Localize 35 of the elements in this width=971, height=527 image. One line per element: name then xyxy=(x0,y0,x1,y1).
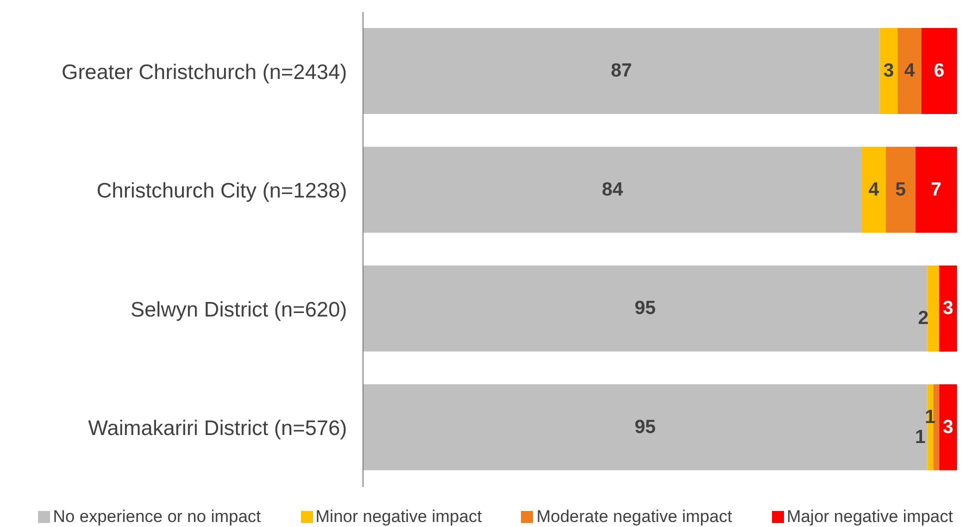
bar xyxy=(933,384,940,470)
bar xyxy=(939,384,957,470)
bar xyxy=(915,146,957,233)
data-label: 87 xyxy=(610,60,632,82)
y-tick-label: Christchurch City (n=1238) xyxy=(96,180,347,203)
bar xyxy=(363,146,862,233)
data-label: 3 xyxy=(942,416,954,438)
bar xyxy=(862,146,886,233)
data-label: 1 xyxy=(914,426,926,448)
data-label: 4 xyxy=(904,60,916,82)
bar xyxy=(363,28,880,114)
bar xyxy=(898,28,922,114)
data-label: 5 xyxy=(895,179,906,200)
y-tick-label: Greater Christchurch (n=2434) xyxy=(62,60,347,84)
data-label: 95 xyxy=(634,416,656,438)
bar xyxy=(939,266,957,352)
bar xyxy=(363,266,928,352)
data-label: 6 xyxy=(934,60,944,82)
bar xyxy=(886,146,916,233)
y-tick-label: Waimakariri District (n=576) xyxy=(88,417,347,440)
legend-label: Minor negative impact xyxy=(314,507,482,527)
legend-label: Moderate negative impact xyxy=(535,507,732,527)
bar xyxy=(927,266,940,352)
legend-label: No experience or no impact xyxy=(52,507,261,527)
bar xyxy=(363,384,928,470)
bar xyxy=(921,28,957,114)
bar xyxy=(880,28,898,114)
data-label: 4 xyxy=(868,179,880,200)
data-label: 3 xyxy=(942,298,954,319)
data-label: 7 xyxy=(930,179,942,200)
data-label: 95 xyxy=(634,298,656,319)
data-label: 3 xyxy=(883,60,894,82)
y-tick-label: Selwyn District (n=620) xyxy=(130,298,347,322)
data-label: 84 xyxy=(602,179,624,200)
legend-label: Major negative impact xyxy=(786,507,953,527)
